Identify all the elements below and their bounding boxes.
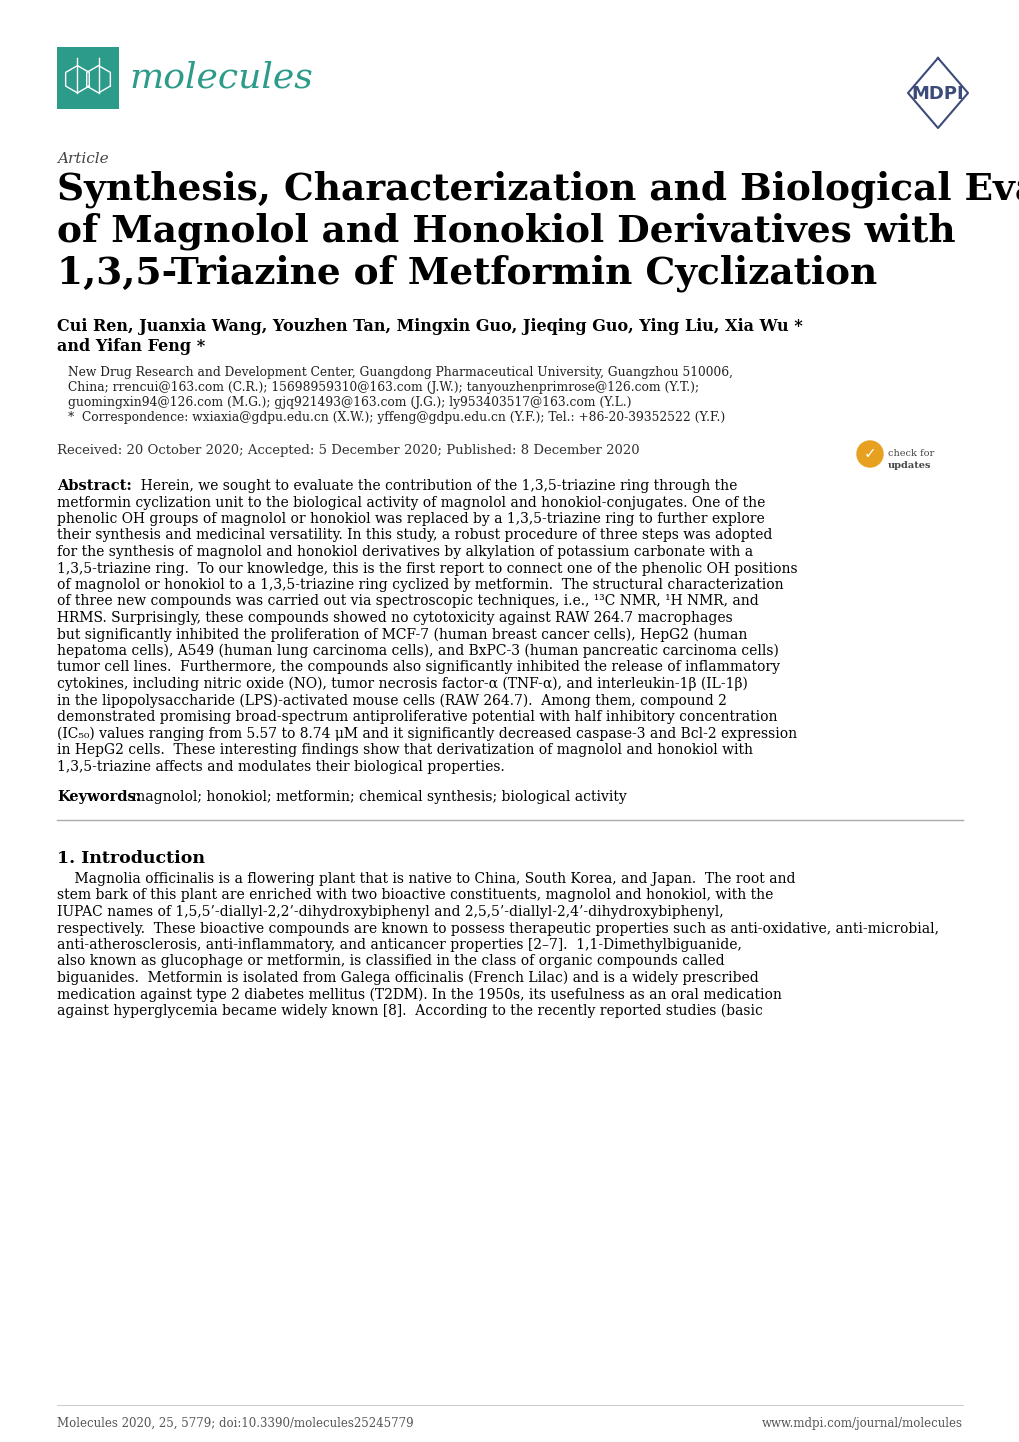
Text: Cui Ren, Juanxia Wang, Youzhen Tan, Mingxin Guo, Jieqing Guo, Ying Liu, Xia Wu *: Cui Ren, Juanxia Wang, Youzhen Tan, Ming… (57, 319, 802, 335)
Text: 1,3,5-Triazine of Metformin Cyclization: 1,3,5-Triazine of Metformin Cyclization (57, 254, 876, 291)
Text: Herein, we sought to evaluate the contribution of the 1,3,5-triazine ring throug: Herein, we sought to evaluate the contri… (131, 479, 737, 493)
Text: IUPAC names of 1,5,5’-diallyl-2,2’-dihydroxybiphenyl and 2,5,5’-diallyl-2,4’-dih: IUPAC names of 1,5,5’-diallyl-2,2’-dihyd… (57, 906, 722, 919)
Text: guomingxin94@126.com (M.G.); gjq921493@163.com (J.G.); ly953403517@163.com (Y.L.: guomingxin94@126.com (M.G.); gjq921493@1… (68, 397, 631, 410)
Text: cytokines, including nitric oxide (NO), tumor necrosis factor-α (TNF-α), and int: cytokines, including nitric oxide (NO), … (57, 676, 747, 691)
Text: in the lipopolysaccharide (LPS)-activated mouse cells (RAW 264.7).  Among them, : in the lipopolysaccharide (LPS)-activate… (57, 694, 727, 708)
Text: their synthesis and medicinal versatility. In this study, a robust procedure of : their synthesis and medicinal versatilit… (57, 529, 771, 542)
Text: respectively.  These bioactive compounds are known to possess therapeutic proper: respectively. These bioactive compounds … (57, 921, 938, 936)
Text: phenolic OH groups of magnolol or honokiol was replaced by a 1,3,5-triazine ring: phenolic OH groups of magnolol or honoki… (57, 512, 764, 526)
Text: demonstrated promising broad-spectrum antiproliferative potential with half inhi: demonstrated promising broad-spectrum an… (57, 709, 776, 724)
Text: Article: Article (57, 151, 108, 166)
Text: medication against type 2 diabetes mellitus (T2DM). In the 1950s, its usefulness: medication against type 2 diabetes melli… (57, 988, 782, 1002)
Text: against hyperglycemia became widely known [8].  According to the recently report: against hyperglycemia became widely know… (57, 1004, 762, 1018)
Text: of magnolol or honokiol to a 1,3,5-triazine ring cyclized by metformin.  The str: of magnolol or honokiol to a 1,3,5-triaz… (57, 578, 783, 593)
Circle shape (856, 441, 882, 467)
Text: Synthesis, Characterization and Biological Evaluation: Synthesis, Characterization and Biologic… (57, 170, 1019, 208)
Text: (IC₅₀) values ranging from 5.57 to 8.74 μM and it significantly decreased caspas: (IC₅₀) values ranging from 5.57 to 8.74 … (57, 727, 796, 741)
Text: tumor cell lines.  Furthermore, the compounds also significantly inhibited the r: tumor cell lines. Furthermore, the compo… (57, 660, 780, 675)
Text: anti-atherosclerosis, anti-inflammatory, and anticancer properties [2–7].  1,1-D: anti-atherosclerosis, anti-inflammatory,… (57, 937, 741, 952)
Text: Molecules 2020, 25, 5779; doi:10.3390/molecules25245779: Molecules 2020, 25, 5779; doi:10.3390/mo… (57, 1417, 414, 1430)
Text: China; rrencui@163.com (C.R.); 15698959310@163.com (J.W.); tanyouzhenprimrose@12: China; rrencui@163.com (C.R.); 156989593… (68, 381, 698, 394)
Text: Received: 20 October 2020; Accepted: 5 December 2020; Published: 8 December 2020: Received: 20 October 2020; Accepted: 5 D… (57, 444, 639, 457)
Text: ​Magnolia officinalis​ is a flowering plant that is native to China, South Korea: ​Magnolia officinalis​ is a flowering pl… (57, 872, 795, 885)
Text: in HepG2 cells.  These interesting findings show that derivatization of magnolol: in HepG2 cells. These interesting findin… (57, 743, 752, 757)
Text: also known as glucophage or metformin, is classified in the class of organic com: also known as glucophage or metformin, i… (57, 955, 723, 969)
FancyBboxPatch shape (57, 48, 119, 110)
Text: of three new compounds was carried out via spectroscopic techniques, i.e., ¹³C N: of three new compounds was carried out v… (57, 594, 758, 609)
Text: updates: updates (888, 461, 930, 470)
Text: HRMS. Surprisingly, these compounds showed no cytotoxicity against RAW 264.7 mac: HRMS. Surprisingly, these compounds show… (57, 611, 732, 624)
Text: metformin cyclization unit to the biological activity of magnolol and honokiol-c: metformin cyclization unit to the biolog… (57, 496, 764, 509)
Text: ✓: ✓ (863, 447, 875, 461)
Text: New Drug Research and Development Center, Guangdong Pharmaceutical University, G: New Drug Research and Development Center… (68, 366, 733, 379)
Text: magnolol; honokiol; metformin; chemical synthesis; biological activity: magnolol; honokiol; metformin; chemical … (131, 790, 626, 805)
Text: for the synthesis of magnolol and honokiol derivatives by alkylation of potassiu: for the synthesis of magnolol and honoki… (57, 545, 752, 559)
Text: 1,3,5-triazine affects and modulates their biological properties.: 1,3,5-triazine affects and modulates the… (57, 760, 504, 773)
Text: *  Correspondence: wxiaxia@gdpu.edu.cn (X.W.); yffeng@gdpu.edu.cn (Y.F.); Tel.: : * Correspondence: wxiaxia@gdpu.edu.cn (X… (68, 411, 725, 424)
Text: but significantly inhibited the proliferation of MCF-7 (human breast cancer cell: but significantly inhibited the prolifer… (57, 627, 747, 642)
Text: Keywords:: Keywords: (57, 790, 141, 805)
Text: biguanides.  Metformin is isolated from ​Galega officinalis​ (French Lilac) and : biguanides. Metformin is isolated from ​… (57, 970, 758, 985)
Text: 1. Introduction: 1. Introduction (57, 849, 205, 867)
Text: MDPI: MDPI (911, 85, 963, 104)
Text: of Magnolol and Honokiol Derivatives with: of Magnolol and Honokiol Derivatives wit… (57, 212, 955, 249)
Text: stem bark of this plant are enriched with two bioactive constituents, magnolol a: stem bark of this plant are enriched wit… (57, 888, 772, 903)
Text: Abstract:: Abstract: (57, 479, 131, 493)
Text: www.mdpi.com/journal/molecules: www.mdpi.com/journal/molecules (761, 1417, 962, 1430)
Text: 1,3,5-triazine ring.  To our knowledge, this is the first report to connect one : 1,3,5-triazine ring. To our knowledge, t… (57, 561, 797, 575)
Text: check for: check for (888, 448, 933, 459)
Text: molecules: molecules (128, 61, 313, 95)
Text: hepatoma cells), A549 (human lung carcinoma cells), and BxPC-3 (human pancreatic: hepatoma cells), A549 (human lung carcin… (57, 645, 779, 659)
Text: and Yifan Feng *: and Yifan Feng * (57, 337, 205, 355)
